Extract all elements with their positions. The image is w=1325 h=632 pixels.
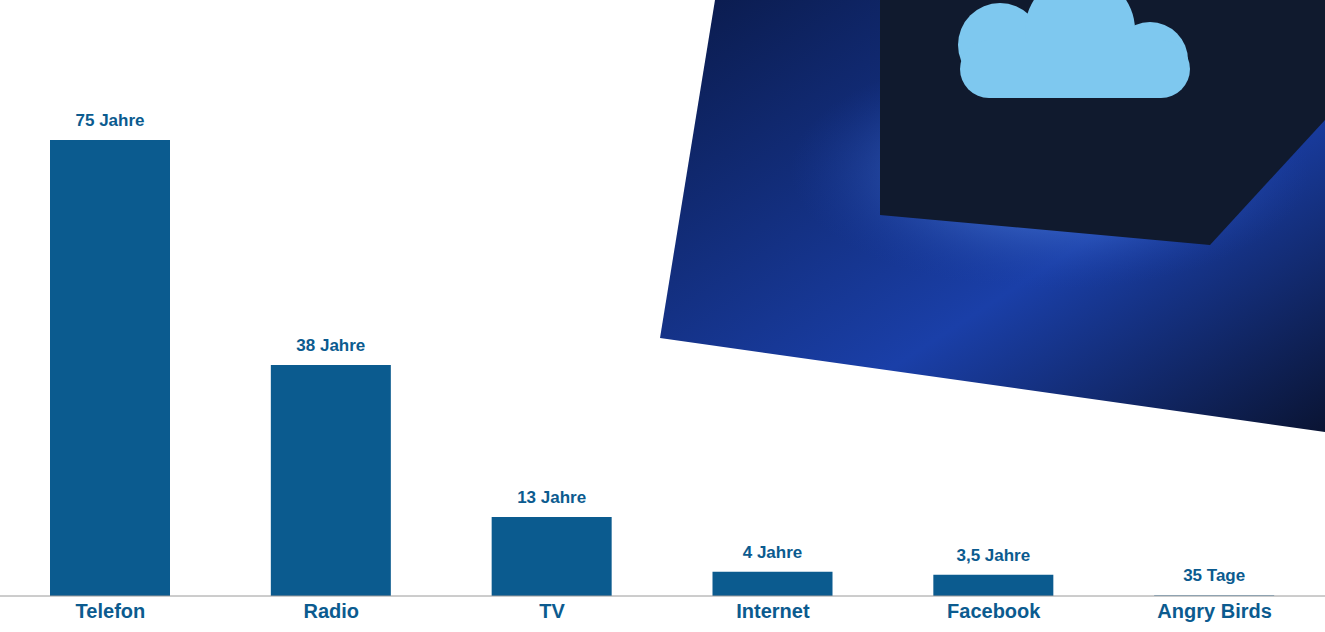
svg-text:Telefon: Telefon bbox=[76, 600, 146, 622]
svg-text:75 Jahre: 75 Jahre bbox=[76, 111, 145, 130]
svg-text:Radio: Radio bbox=[303, 600, 359, 622]
svg-text:Angry Birds: Angry Birds bbox=[1157, 600, 1271, 622]
svg-text:4 Jahre: 4 Jahre bbox=[743, 543, 803, 562]
svg-text:13 Jahre: 13 Jahre bbox=[517, 488, 586, 507]
svg-text:3,5 Jahre: 3,5 Jahre bbox=[956, 546, 1030, 565]
svg-text:35 Tage: 35 Tage bbox=[1183, 566, 1245, 585]
svg-text:TV: TV bbox=[539, 600, 565, 622]
svg-text:Facebook: Facebook bbox=[947, 600, 1041, 622]
svg-text:Internet: Internet bbox=[736, 600, 810, 622]
svg-text:38 Jahre: 38 Jahre bbox=[296, 336, 365, 355]
